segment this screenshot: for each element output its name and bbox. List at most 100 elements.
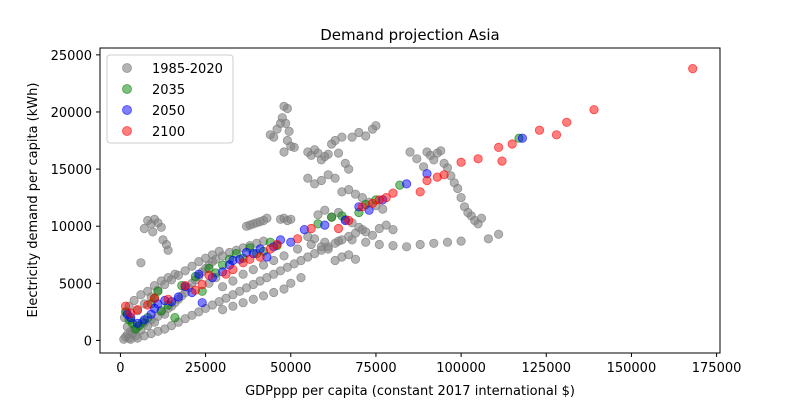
chart-title: Demand projection Asia <box>320 26 500 44</box>
point-1985-2020-230 <box>344 250 354 260</box>
y-tick-label-0: 0 <box>84 334 92 349</box>
point-1985-2020-187 <box>330 173 340 183</box>
point-2100-31 <box>473 154 483 164</box>
point-1985-2020-195 <box>313 210 323 220</box>
points-layer <box>119 64 698 344</box>
point-1985-2020-231 <box>350 254 361 264</box>
point-2100-8 <box>197 279 207 290</box>
point-1985-2020-177 <box>344 164 354 174</box>
point-1985-2020-63 <box>170 269 180 279</box>
point-1985-2020-234 <box>316 242 326 252</box>
point-1985-2020-122 <box>228 301 238 311</box>
point-2100-14 <box>255 252 265 262</box>
point-1985-2020-59 <box>143 286 153 296</box>
y-axis-label: Electricity demand per capita (kWh) <box>26 83 41 318</box>
plot-frame <box>99 47 721 354</box>
point-1985-2020-201 <box>354 222 364 232</box>
point-1985-2020-103 <box>238 269 248 279</box>
point-2050-9 <box>173 292 183 302</box>
point-2100-35 <box>534 125 545 135</box>
point-1985-2020-151 <box>286 214 296 224</box>
point-2100-2 <box>132 304 143 315</box>
x-tick-label-4: 100000 <box>436 361 486 376</box>
point-1985-2020-220 <box>456 193 466 203</box>
point-1985-2020-127 <box>279 284 289 294</box>
point-1985-2020-129 <box>296 272 306 283</box>
x-axis-label: GDPppp per capita (constant 2017 interna… <box>245 384 575 399</box>
point-2100-13 <box>245 254 255 264</box>
y-axis: 0 5000 10000 15000 20000 25000 <box>51 49 100 349</box>
legend-label-3: 2100 <box>152 125 185 140</box>
point-1985-2020-114 <box>374 239 384 250</box>
point-2100-9 <box>204 270 214 280</box>
point-2050-27 <box>320 220 330 230</box>
point-1985-2020-160 <box>284 126 294 136</box>
point-1985-2020-227 <box>483 234 493 244</box>
point-1985-2020-159 <box>281 118 291 129</box>
point-1985-2020-53 <box>214 246 224 256</box>
point-2100-10 <box>221 269 231 279</box>
point-1985-2020-157 <box>282 103 292 114</box>
point-2100-15 <box>265 244 275 254</box>
point-1985-2020-107 <box>279 251 289 261</box>
point-1985-2020-112 <box>347 235 357 245</box>
legend-label-2: 2050 <box>152 104 185 119</box>
point-1985-2020-207 <box>405 147 415 157</box>
point-2050-34 <box>517 133 528 143</box>
point-1985-2020-105 <box>258 260 269 270</box>
legend-marker-0 <box>122 63 132 73</box>
point-2100-33 <box>493 142 504 152</box>
point-1985-2020-163 <box>279 147 289 157</box>
point-1985-2020-226 <box>476 213 487 223</box>
point-1985-2020-111 <box>333 236 344 246</box>
point-1985-2020-136 <box>148 227 158 237</box>
x-tick-label-0: 0 <box>116 361 124 376</box>
point-2100-3 <box>143 300 153 310</box>
point-1985-2020-147 <box>262 213 272 223</box>
point-1985-2020-185 <box>316 175 326 186</box>
point-1985-2020-124 <box>248 294 258 304</box>
point-2100-37 <box>562 117 572 127</box>
point-1985-2020-153 <box>269 132 279 142</box>
point-1985-2020-126 <box>269 287 279 298</box>
point-2100-38 <box>589 105 599 115</box>
legend-marker-3 <box>122 126 132 136</box>
point-1985-2020-121 <box>218 304 228 315</box>
point-2100-11 <box>228 264 238 275</box>
point-1985-2020-125 <box>258 291 269 301</box>
point-1985-2020-135 <box>156 222 166 232</box>
point-2100-25 <box>388 188 398 198</box>
legend-label-1: 2035 <box>152 83 185 98</box>
point-1985-2020-228 <box>493 229 504 239</box>
point-1985-2020-101 <box>218 282 228 292</box>
legend: 1985-2020 2035 2050 2100 <box>106 54 234 144</box>
point-2050-12 <box>194 269 204 279</box>
point-1985-2020-203 <box>367 230 378 240</box>
point-1985-2020-180 <box>361 131 371 141</box>
point-2100-18 <box>306 223 316 234</box>
point-2050-3 <box>139 315 149 325</box>
point-1985-2020-115 <box>388 241 398 251</box>
point-1985-2020-205 <box>381 220 391 230</box>
point-1985-2020-139 <box>163 245 173 255</box>
point-2100-4 <box>149 293 160 303</box>
point-1985-2020-182 <box>371 121 381 131</box>
point-2050-21 <box>255 244 265 254</box>
point-1985-2020-48 <box>180 266 190 276</box>
point-1985-2020-196 <box>320 205 330 215</box>
point-1985-2020-49 <box>187 261 197 271</box>
point-1985-2020-162 <box>289 142 299 152</box>
x-tick-label-5: 125000 <box>521 361 571 376</box>
point-2100-19 <box>333 223 344 234</box>
point-2035-28 <box>326 212 337 222</box>
legend-marker-1 <box>122 84 132 94</box>
point-1985-2020-194 <box>378 204 388 214</box>
legend-marker-2 <box>122 105 132 115</box>
point-1985-2020-214 <box>436 146 446 156</box>
point-2100-36 <box>551 130 562 140</box>
x-tick-label-2: 50000 <box>270 361 311 376</box>
point-1985-2020-206 <box>388 225 398 235</box>
point-2100-6 <box>180 280 190 291</box>
point-1985-2020-108 <box>292 244 303 254</box>
